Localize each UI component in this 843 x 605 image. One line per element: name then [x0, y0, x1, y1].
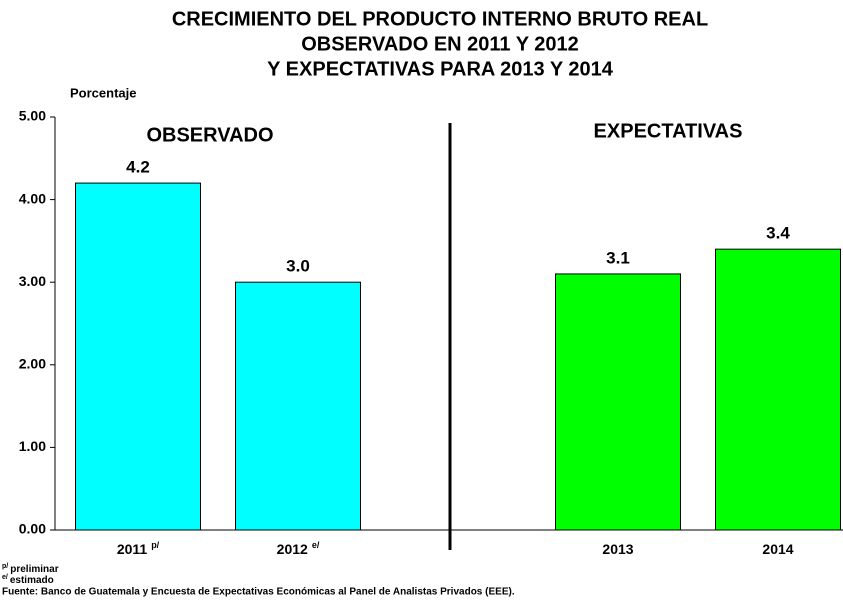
y-tick-label: 0.00 — [19, 521, 46, 537]
x-tick-label: 2012 e/ — [277, 540, 320, 556]
y-tick-label: 3.00 — [19, 273, 46, 289]
group-label: OBSERVADO — [146, 124, 273, 146]
category: 2012 — [277, 541, 308, 557]
value-label: 3.0 — [286, 257, 310, 276]
bar — [555, 273, 681, 531]
footnote: p/preliminar — [2, 563, 59, 575]
bar — [75, 182, 201, 531]
bar — [235, 281, 361, 531]
y-tick-label: 5.00 — [19, 108, 46, 124]
footnote-text: preliminar — [10, 564, 58, 575]
x-tick-label: 2011 p/ — [117, 540, 160, 556]
y-tick-label: 4.00 — [19, 190, 46, 206]
category-superscript: e/ — [312, 540, 320, 550]
y-axis-label: Porcentaje — [70, 85, 136, 100]
value-label: 3.1 — [606, 248, 630, 267]
group-label: EXPECTATIVAS — [594, 120, 743, 142]
bar — [715, 248, 841, 531]
category: 2014 — [762, 541, 793, 557]
category: 2013 — [602, 541, 633, 557]
x-tick-label: 2014 — [762, 541, 793, 557]
source: Fuente: Banco de Guatemala y Encuesta de… — [2, 587, 515, 598]
footnote-mark: p/ — [2, 563, 8, 570]
y-tick-label: 2.00 — [19, 356, 46, 372]
footnote-mark: e/ — [2, 574, 8, 581]
chart-title: OBSERVADO EN 2011 Y 2012 — [301, 33, 579, 55]
footnote-text: estimado — [10, 575, 54, 586]
x-tick-label: 2013 — [602, 541, 633, 557]
category: 2011 — [117, 541, 148, 557]
footnote: e/estimado — [2, 574, 54, 586]
y-tick-label: 1.00 — [19, 438, 46, 454]
category-superscript: p/ — [151, 540, 159, 550]
value-label: 4.2 — [126, 158, 150, 177]
value-label: 3.4 — [766, 224, 790, 243]
chart-title: Y EXPECTATIVAS PARA 2013 Y 2014 — [267, 58, 614, 80]
chart-title: CRECIMIENTO DEL PRODUCTO INTERNO BRUTO R… — [172, 8, 708, 30]
